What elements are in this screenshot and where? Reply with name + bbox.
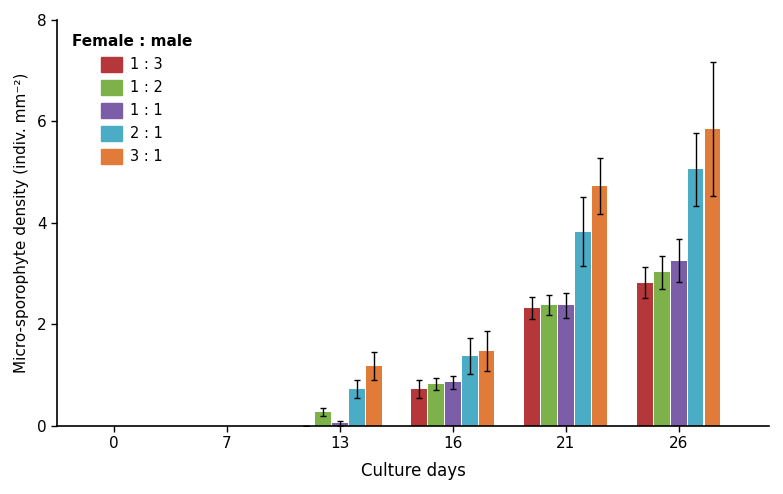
Bar — [315, 412, 330, 426]
Bar — [592, 186, 608, 426]
Bar — [705, 129, 720, 426]
Bar — [445, 382, 460, 426]
Bar — [524, 308, 539, 426]
Bar — [688, 169, 703, 426]
Legend: 1 : 3, 1 : 2, 1 : 1, 2 : 1, 3 : 1: 1 : 3, 1 : 2, 1 : 1, 2 : 1, 3 : 1 — [65, 27, 200, 171]
X-axis label: Culture days: Culture days — [361, 462, 466, 480]
Bar — [462, 356, 478, 426]
Bar — [428, 384, 444, 426]
Bar — [332, 423, 348, 426]
Bar — [637, 283, 653, 426]
Bar — [671, 261, 687, 426]
Bar — [654, 272, 669, 426]
Bar — [479, 351, 495, 426]
Bar — [366, 366, 381, 426]
Bar — [575, 232, 590, 426]
Y-axis label: Micro-sporophyte density (indiv. mm⁻²): Micro-sporophyte density (indiv. mm⁻²) — [14, 73, 29, 373]
Bar — [541, 305, 557, 426]
Bar — [411, 389, 427, 426]
Bar — [349, 389, 365, 426]
Bar — [558, 305, 574, 426]
